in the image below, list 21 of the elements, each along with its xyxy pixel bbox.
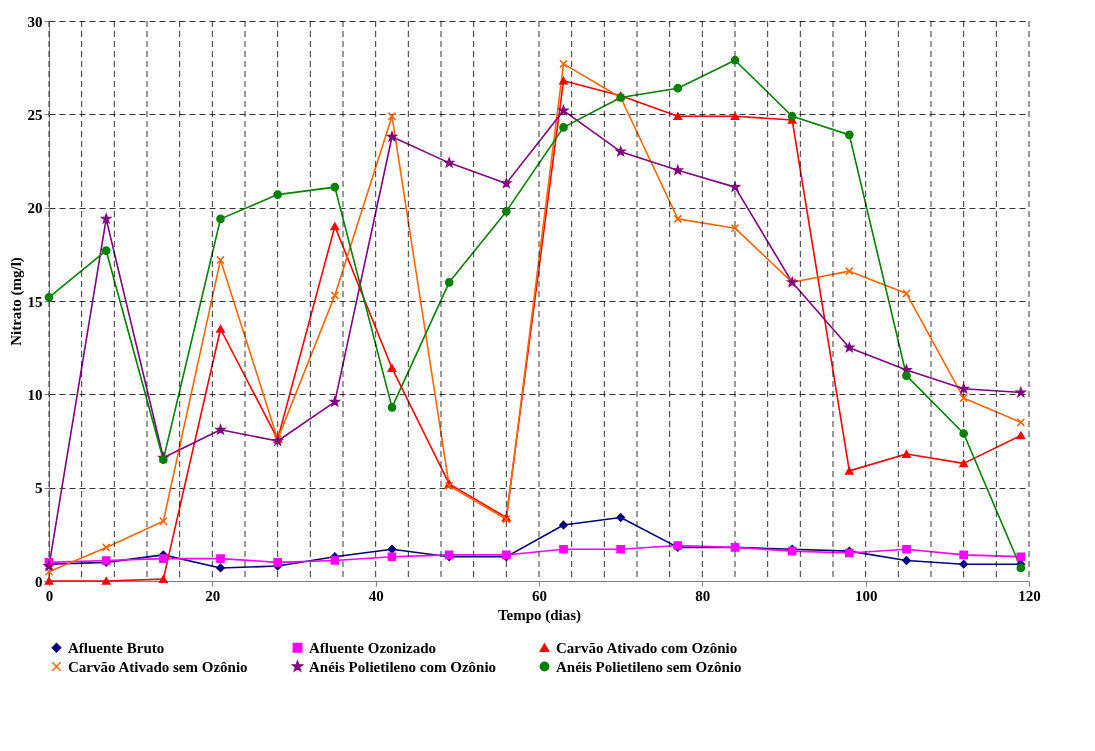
x-tick-label: 20	[205, 587, 221, 604]
y-tick-label: 5	[35, 480, 43, 497]
y-tick-label: 30	[27, 13, 43, 30]
y-tick-label: 25	[27, 106, 43, 123]
legend-label: Anéis Polietileno sem Ozônio	[556, 658, 742, 675]
x-axis-title: Tempo (dias)	[497, 606, 582, 624]
legend-label: Afluente Ozonizado	[309, 639, 437, 656]
legend-label: Anéis Polietileno com Ozônio	[309, 658, 497, 675]
x-tick-label: 60	[532, 587, 547, 604]
x-tick-label: 80	[695, 587, 711, 604]
x-tick-label: 40	[368, 587, 384, 604]
x-tick-label: 100	[854, 587, 878, 604]
legend-label: Carvão Ativado com Ozônio	[556, 639, 738, 656]
legend-label: Afluente Bruto	[68, 639, 165, 656]
legend-label: Carvão Ativado sem Ozônio	[68, 658, 248, 675]
x-tick-label: 120	[1018, 587, 1041, 604]
y-tick-label: 10	[27, 386, 43, 403]
y-tick-label: 15	[27, 293, 43, 310]
y-tick-label: 0	[35, 573, 43, 590]
y-tick-label: 20	[27, 200, 43, 217]
y-axis-title: Nitrato (mg/l)	[7, 257, 25, 346]
